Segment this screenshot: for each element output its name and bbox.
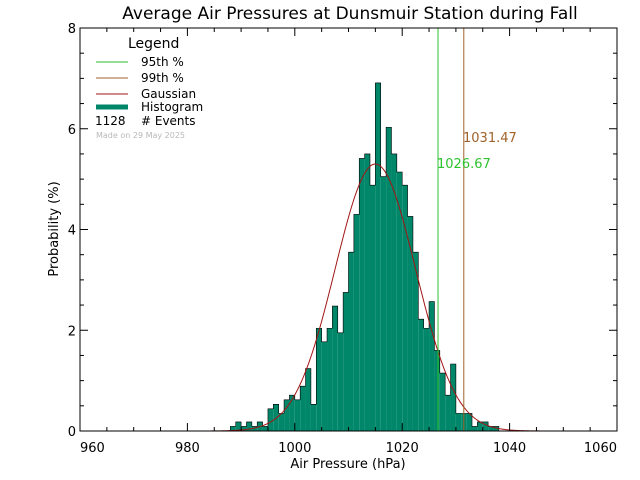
histogram-bar-3: [246, 421, 252, 431]
y-tick-label: 8: [68, 22, 76, 37]
histogram-bar-48: [488, 426, 494, 431]
histogram-bar-24: [359, 158, 365, 431]
y-tick-label: 0: [68, 425, 76, 440]
legend-title: Legend: [128, 36, 179, 52]
histogram-bar-4: [251, 426, 258, 431]
histogram-bar-10: [284, 399, 290, 431]
histogram-bar-9: [278, 413, 285, 431]
histogram-bar-28: [380, 176, 387, 431]
histogram-bar-44: [466, 413, 473, 431]
histogram-bar-32: [402, 185, 408, 431]
p95-value-label: 1026.67: [437, 157, 491, 172]
histogram-bar-7: [267, 408, 274, 431]
x-tick-label: 1020: [386, 441, 419, 456]
legend: Legend 95th % 99th % Gaussian Histogram …: [95, 36, 203, 140]
histogram-bars: [230, 82, 500, 432]
y-tick-label: 2: [68, 324, 76, 339]
percentile-lines: [437, 28, 465, 431]
x-tick-label: 980: [175, 441, 200, 456]
histogram-bar-21: [343, 292, 349, 431]
x-tick-label: 1000: [278, 441, 311, 456]
y-axis-ticks: 0 2 4 6 8: [68, 22, 617, 440]
histogram-bar-1: [235, 421, 242, 431]
histogram-bar-14: [305, 368, 311, 431]
x-tick-label: 960: [80, 441, 105, 456]
histogram-bar-17: [321, 341, 328, 431]
histogram-bar-46: [477, 421, 483, 431]
events-count: 1128: [95, 114, 126, 128]
histogram-bar-42: [455, 413, 462, 431]
y-tick-label: 4: [68, 224, 76, 239]
histogram-bar-26: [369, 185, 376, 431]
legend-item-p99: 99th %: [141, 71, 184, 85]
histogram-bar-23: [353, 214, 360, 431]
histogram-bar-13: [300, 386, 306, 431]
histogram-bar-25: [364, 153, 370, 431]
legend-item-p95: 95th %: [141, 55, 184, 69]
y-tick-label: 6: [68, 123, 76, 138]
histogram-bar-37: [429, 301, 435, 431]
histogram-bar-47: [482, 421, 489, 431]
legend-item-gaussian: Gaussian: [141, 87, 196, 101]
histogram-bar-27: [375, 82, 381, 431]
histogram-bar-45: [472, 426, 478, 431]
histogram-bar-38: [434, 350, 440, 431]
histogram-bar-30: [391, 153, 397, 431]
made-on-note: Made on 29 May 2025: [96, 131, 185, 140]
histogram-bar-11: [289, 395, 295, 431]
histogram-bar-20: [337, 332, 344, 431]
histogram-bar-19: [332, 306, 338, 431]
histogram-bar-6: [262, 426, 268, 431]
histogram-bar-36: [423, 328, 430, 431]
events-label: # Events: [141, 114, 196, 128]
histogram-bar-31: [396, 172, 403, 431]
histogram-bar-18: [327, 328, 333, 431]
x-axis-ticks: 960 980 1000 1020 1040 1060: [79, 28, 618, 456]
histogram-bar-49: [493, 426, 499, 431]
chart-title: Average Air Pressures at Dunsmuir Statio…: [122, 4, 577, 24]
histogram-bar-12: [294, 399, 301, 431]
histogram-bar-35: [418, 319, 424, 431]
histogram-bar-22: [348, 252, 354, 431]
histogram-bar-41: [450, 364, 456, 431]
p99-value-label: 1031.47: [463, 131, 517, 146]
histogram-bar-34: [412, 252, 419, 431]
histogram-bar-40: [445, 395, 451, 431]
histogram-bar-33: [407, 216, 413, 431]
x-tick-label: 1040: [493, 441, 526, 456]
histogram-bar-16: [316, 328, 322, 431]
histogram-bar-29: [386, 127, 392, 432]
x-axis-label: Air Pressure (hPa): [290, 457, 405, 472]
legend-item-histogram: Histogram: [141, 100, 203, 114]
y-axis-label: Probability (%): [47, 181, 62, 276]
histogram-outline: [230, 82, 500, 431]
histogram-bar-0: [230, 426, 236, 431]
histogram-bar-2: [241, 426, 247, 431]
histogram-bar-15: [310, 404, 317, 431]
x-tick-label: 1060: [584, 441, 617, 456]
histogram-bar-39: [439, 373, 446, 431]
